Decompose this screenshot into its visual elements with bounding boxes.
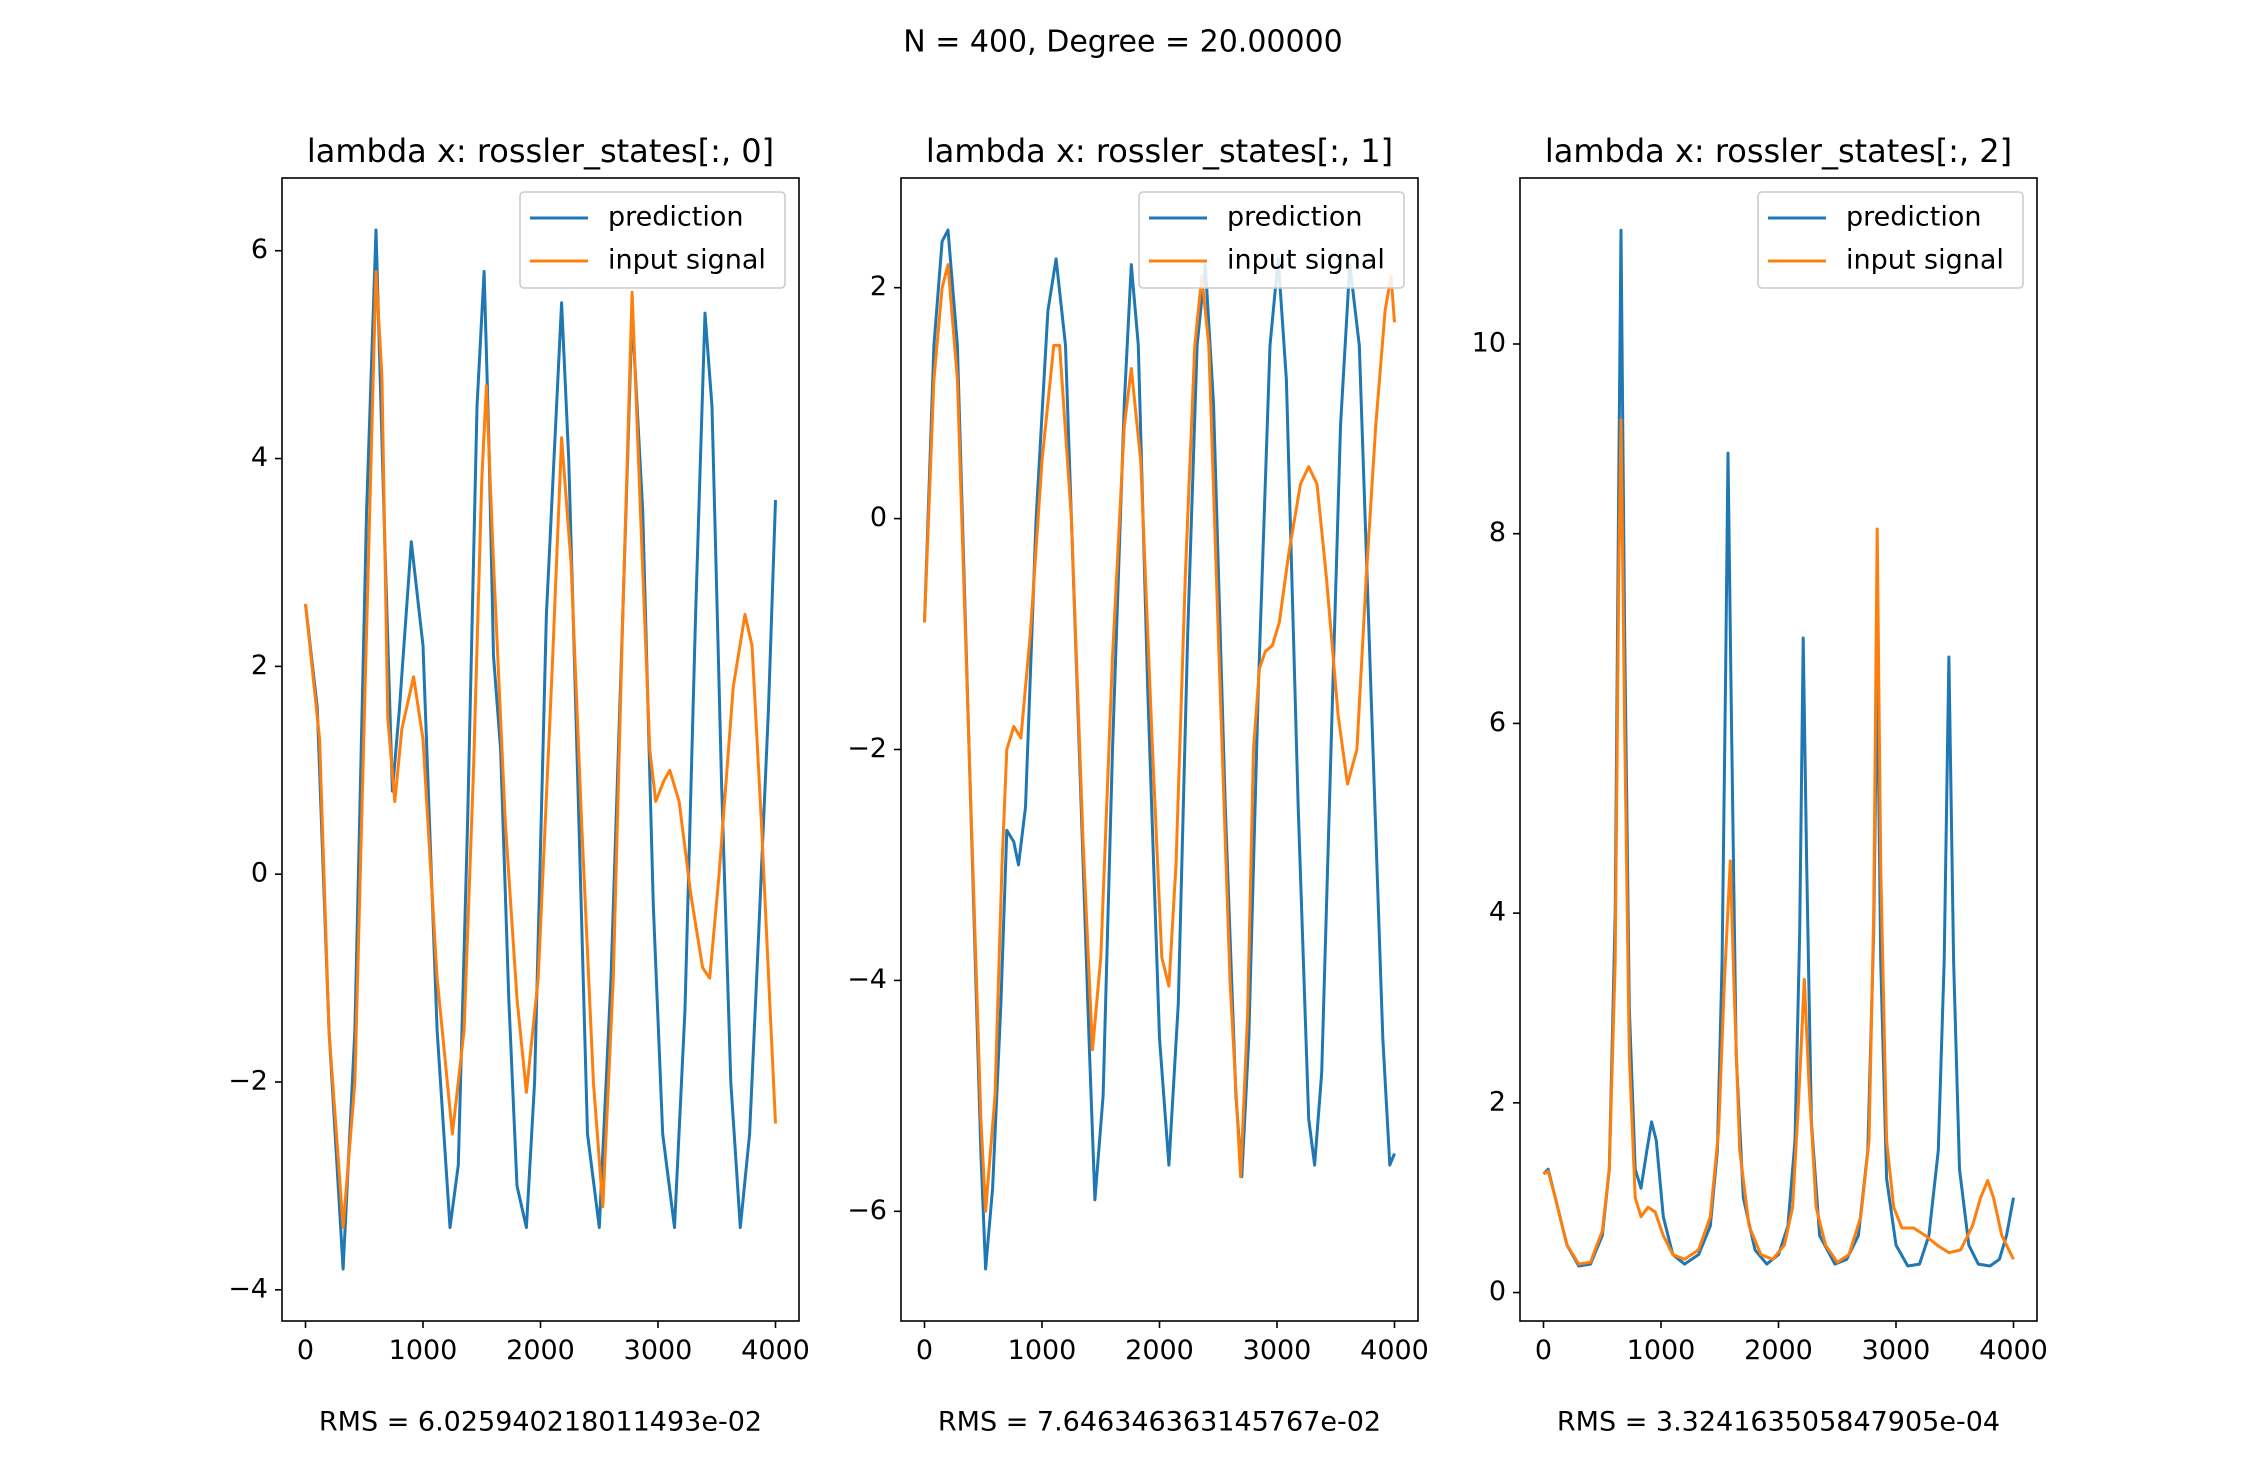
y-tick-label: 4 — [1489, 897, 1506, 928]
legend-label: input signal — [1227, 245, 1385, 276]
x-tick-label: 4000 — [1979, 1335, 2048, 1366]
series-line-input-signal — [304, 270, 777, 1229]
y-tick-label: 4 — [251, 442, 268, 473]
x-tick-label: 2000 — [1744, 1335, 1813, 1366]
x-tick-label: 0 — [1535, 1335, 1552, 1366]
y-tick-label: 2 — [251, 650, 268, 681]
rms-label: RMS = 6.025940218011493e-02 — [319, 1407, 762, 1438]
series-line-input-signal — [1542, 418, 2015, 1266]
legend-label: prediction — [1227, 202, 1362, 233]
series-line-prediction — [923, 228, 1396, 1271]
figure-suptitle: N = 400, Degree = 20.00000 — [903, 25, 1343, 60]
legend: prediction input signal — [1757, 191, 2024, 289]
x-tick-label: 4000 — [741, 1335, 810, 1366]
series-line-input-signal — [923, 263, 1396, 1213]
series-line-prediction — [1542, 228, 2015, 1268]
x-tick-label: 3000 — [624, 1335, 693, 1366]
y-tick-label: −4 — [228, 1273, 268, 1304]
x-tick-label: 1000 — [389, 1335, 458, 1366]
legend: prediction input signal — [519, 191, 786, 289]
legend-label: prediction — [608, 202, 743, 233]
y-tick-label: 0 — [251, 858, 268, 889]
subplot-title: lambda x: rossler_states[:, 1] — [926, 132, 1393, 170]
y-tick-label: 0 — [870, 502, 887, 533]
legend-box — [1138, 191, 1405, 289]
y-tick-label: 10 — [1472, 327, 1506, 358]
legend-box — [1757, 191, 2024, 289]
x-tick-label: 0 — [916, 1335, 933, 1366]
legend: prediction input signal — [1138, 191, 1405, 289]
subplot-title: lambda x: rossler_states[:, 0] — [307, 132, 774, 170]
subplot-0: 0 1000 2000 3000 4000 −4 −2 0 2 4 6 lambda x: rossl… — [228, 132, 810, 1438]
y-tick-label: −2 — [847, 733, 887, 764]
x-tick-label: 2000 — [1125, 1335, 1194, 1366]
rms-label: RMS = 7.646346363145767e-02 — [938, 1407, 1381, 1438]
legend-label: prediction — [1846, 202, 1981, 233]
legend-label: input signal — [1846, 245, 2004, 276]
x-tick-label: 3000 — [1862, 1335, 1931, 1366]
series-line-prediction — [304, 228, 777, 1271]
legend-box — [519, 191, 786, 289]
y-tick-label: 6 — [1489, 707, 1506, 738]
subplot-2: 0 1000 2000 3000 4000 0 2 4 6 8 10 lambda x: rossle… — [1472, 132, 2048, 1438]
x-tick-label: 1000 — [1627, 1335, 1696, 1366]
x-tick-label: 0 — [297, 1335, 314, 1366]
y-tick-label: −2 — [228, 1066, 268, 1097]
y-tick-label: 0 — [1489, 1276, 1506, 1307]
rms-label: RMS = 3.324163505847905e-04 — [1557, 1407, 2000, 1438]
subplot-title: lambda x: rossler_states[:, 2] — [1545, 132, 2012, 170]
y-tick-label: 2 — [1489, 1086, 1506, 1117]
y-tick-label: −6 — [847, 1195, 887, 1226]
y-tick-label: 8 — [1489, 517, 1506, 548]
y-tick-label: −4 — [847, 964, 887, 995]
legend-label: input signal — [608, 245, 766, 276]
y-tick-label: 2 — [870, 271, 887, 302]
x-tick-label: 2000 — [506, 1335, 575, 1366]
subplot-1: 0 1000 2000 3000 4000 −6 −4 −2 0 2 lambda x: rossl… — [847, 132, 1429, 1438]
x-tick-label: 1000 — [1008, 1335, 1077, 1366]
x-tick-label: 3000 — [1243, 1335, 1312, 1366]
x-tick-label: 4000 — [1360, 1335, 1429, 1366]
y-tick-label: 6 — [251, 234, 268, 265]
